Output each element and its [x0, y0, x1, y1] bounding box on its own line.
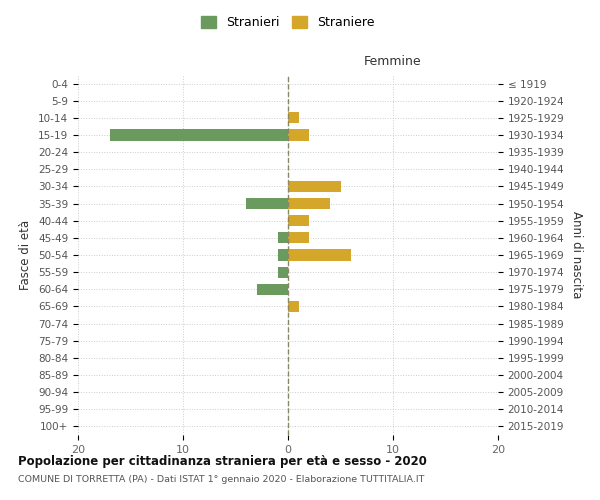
- Text: Femmine: Femmine: [364, 55, 422, 68]
- Bar: [277, 232, 288, 243]
- Y-axis label: Anni di nascita: Anni di nascita: [570, 212, 583, 298]
- Bar: [277, 266, 288, 278]
- Bar: [288, 112, 299, 124]
- Bar: [288, 301, 299, 312]
- Legend: Stranieri, Straniere: Stranieri, Straniere: [196, 11, 380, 34]
- Text: COMUNE DI TORRETTA (PA) - Dati ISTAT 1° gennaio 2020 - Elaborazione TUTTITALIA.I: COMUNE DI TORRETTA (PA) - Dati ISTAT 1° …: [18, 475, 424, 484]
- Bar: [288, 232, 309, 243]
- Text: Popolazione per cittadinanza straniera per età e sesso - 2020: Popolazione per cittadinanza straniera p…: [18, 455, 427, 468]
- Bar: [246, 198, 288, 209]
- Bar: [257, 284, 288, 295]
- Bar: [288, 130, 309, 140]
- Bar: [109, 130, 288, 140]
- Bar: [277, 250, 288, 260]
- Bar: [288, 198, 330, 209]
- Bar: [288, 215, 309, 226]
- Bar: [288, 250, 351, 260]
- Bar: [288, 181, 341, 192]
- Y-axis label: Fasce di età: Fasce di età: [19, 220, 32, 290]
